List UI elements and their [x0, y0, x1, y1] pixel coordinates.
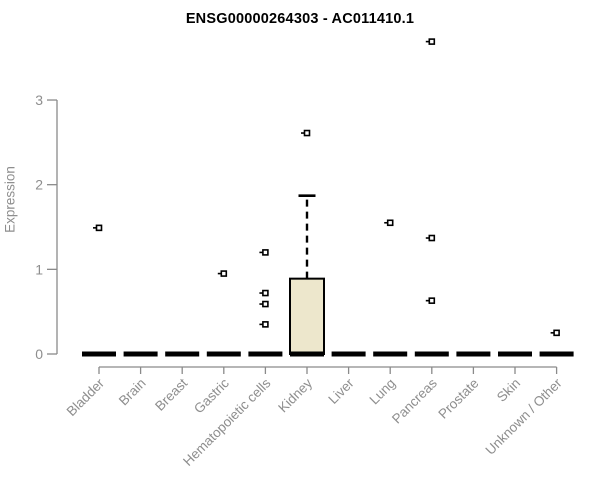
- outlier-point: [262, 249, 269, 256]
- y-tick-label: 0: [35, 346, 43, 362]
- x-tick-label: Unknown / Other: [482, 375, 565, 458]
- x-tick-label: Prostate: [435, 376, 481, 422]
- outlier-point: [220, 270, 228, 277]
- outlier-point: [428, 297, 436, 304]
- median-bar: [82, 351, 116, 357]
- x-tick-label: Liver: [325, 375, 357, 407]
- median-bar: [456, 351, 491, 357]
- median-bar: [206, 351, 241, 357]
- median-bar: [165, 351, 200, 357]
- median-bar: [331, 351, 366, 357]
- box: [289, 277, 325, 355]
- x-tick-label: Brain: [116, 376, 149, 409]
- y-tick-label: 3: [35, 92, 43, 108]
- outlier-point: [262, 300, 269, 308]
- x-tick-label: Skin: [494, 376, 523, 405]
- chart-title: ENSG00000264303 - AC011410.1: [185, 11, 415, 27]
- y-tick-label: 2: [35, 177, 43, 193]
- median-bar: [414, 351, 449, 357]
- x-tick-label: Lung: [366, 376, 398, 408]
- outlier-point: [428, 38, 436, 45]
- median-bar: [248, 351, 283, 357]
- y-tick-label: 1: [35, 261, 43, 277]
- x-tick-label: Kidney: [275, 375, 315, 415]
- outlier-point: [428, 234, 436, 242]
- x-tick-label: Gastric: [191, 375, 232, 416]
- x-tick-label: Pancreas: [389, 375, 440, 426]
- outlier-point: [553, 329, 560, 337]
- x-tick-label: Bladder: [64, 375, 108, 419]
- median-bar: [290, 351, 324, 357]
- outlier-point: [262, 321, 269, 328]
- median-bar: [498, 351, 532, 357]
- median-bar: [539, 351, 574, 357]
- x-tick-label: Breast: [152, 375, 190, 413]
- outlier-point: [95, 224, 103, 232]
- median-bar: [123, 351, 158, 357]
- outlier-point: [386, 219, 394, 227]
- median-bar: [373, 351, 408, 357]
- outlier-point: [303, 129, 311, 137]
- outlier-point: [262, 289, 269, 297]
